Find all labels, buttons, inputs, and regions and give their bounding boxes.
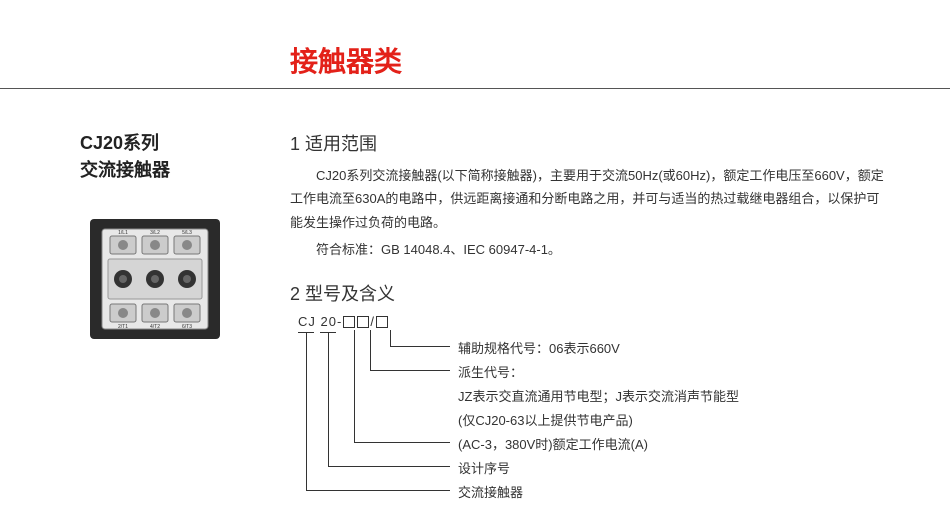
vline-box3 (390, 330, 391, 346)
desc-2: 派生代号： (458, 362, 523, 381)
model-cj: CJ (298, 314, 316, 329)
page-title: 接触器类 (290, 40, 402, 80)
desc-7: 交流接触器 (458, 482, 523, 501)
desc-5: (AC-3，380V时)额定工作电流(A) (458, 434, 648, 453)
model-box1 (343, 316, 355, 328)
svg-text:4/T2: 4/T2 (150, 324, 160, 330)
vline-box1 (354, 330, 355, 442)
section2-heading: 2 型号及含义 (290, 280, 890, 306)
model-string: CJ 20-/ (298, 314, 389, 329)
model-number-diagram: CJ 20-/ 辅助规格代号：06表示660V 派生代号： JZ表示交直流通用节… (290, 314, 890, 514)
model-box3 (376, 316, 388, 328)
hline-5 (354, 442, 450, 443)
svg-text:5/L3: 5/L3 (182, 230, 192, 236)
series-line2: 交流接触器 (80, 157, 260, 184)
section1-para1: CJ20系列交流接触器(以下简称接触器)，主要用于交流50Hz(或60Hz)，额… (290, 164, 890, 234)
contactor-image: 1/L1 3/L2 5/L3 2/T1 4/T2 6/T3 (80, 204, 230, 354)
model-20: 20 (321, 314, 337, 329)
left-column: CJ20系列 交流接触器 1/L1 3/L2 5/L3 2/T1 4/T2 6/… (80, 130, 260, 359)
horizontal-rule (0, 88, 950, 89)
section1-para2: 符合标准：GB 14048.4、IEC 60947-4-1。 (290, 238, 890, 261)
vline-20 (328, 332, 329, 466)
svg-text:1/L1: 1/L1 (118, 230, 128, 236)
desc-3: JZ表示交直流通用节电型；J表示交流消声节能型 (458, 386, 739, 405)
svg-text:6/T3: 6/T3 (182, 324, 192, 330)
vline-cj (306, 332, 307, 490)
model-box2 (357, 316, 369, 328)
desc-6: 设计序号 (458, 458, 510, 477)
hline-7 (306, 490, 450, 491)
series-line1: CJ20系列 (80, 130, 260, 157)
desc-4: (仅CJ20-63以上提供节电产品) (458, 410, 633, 429)
hline-2 (370, 370, 450, 371)
svg-text:2/T1: 2/T1 (118, 324, 128, 330)
svg-text:3/L2: 3/L2 (150, 230, 160, 236)
hline-1 (390, 346, 450, 347)
desc-1: 辅助规格代号：06表示660V (458, 338, 620, 357)
right-column: 1 适用范围 CJ20系列交流接触器(以下简称接触器)，主要用于交流50Hz(或… (290, 130, 890, 514)
vline-box2 (370, 330, 371, 370)
hline-6 (328, 466, 450, 467)
section1-heading: 1 适用范围 (290, 130, 890, 156)
